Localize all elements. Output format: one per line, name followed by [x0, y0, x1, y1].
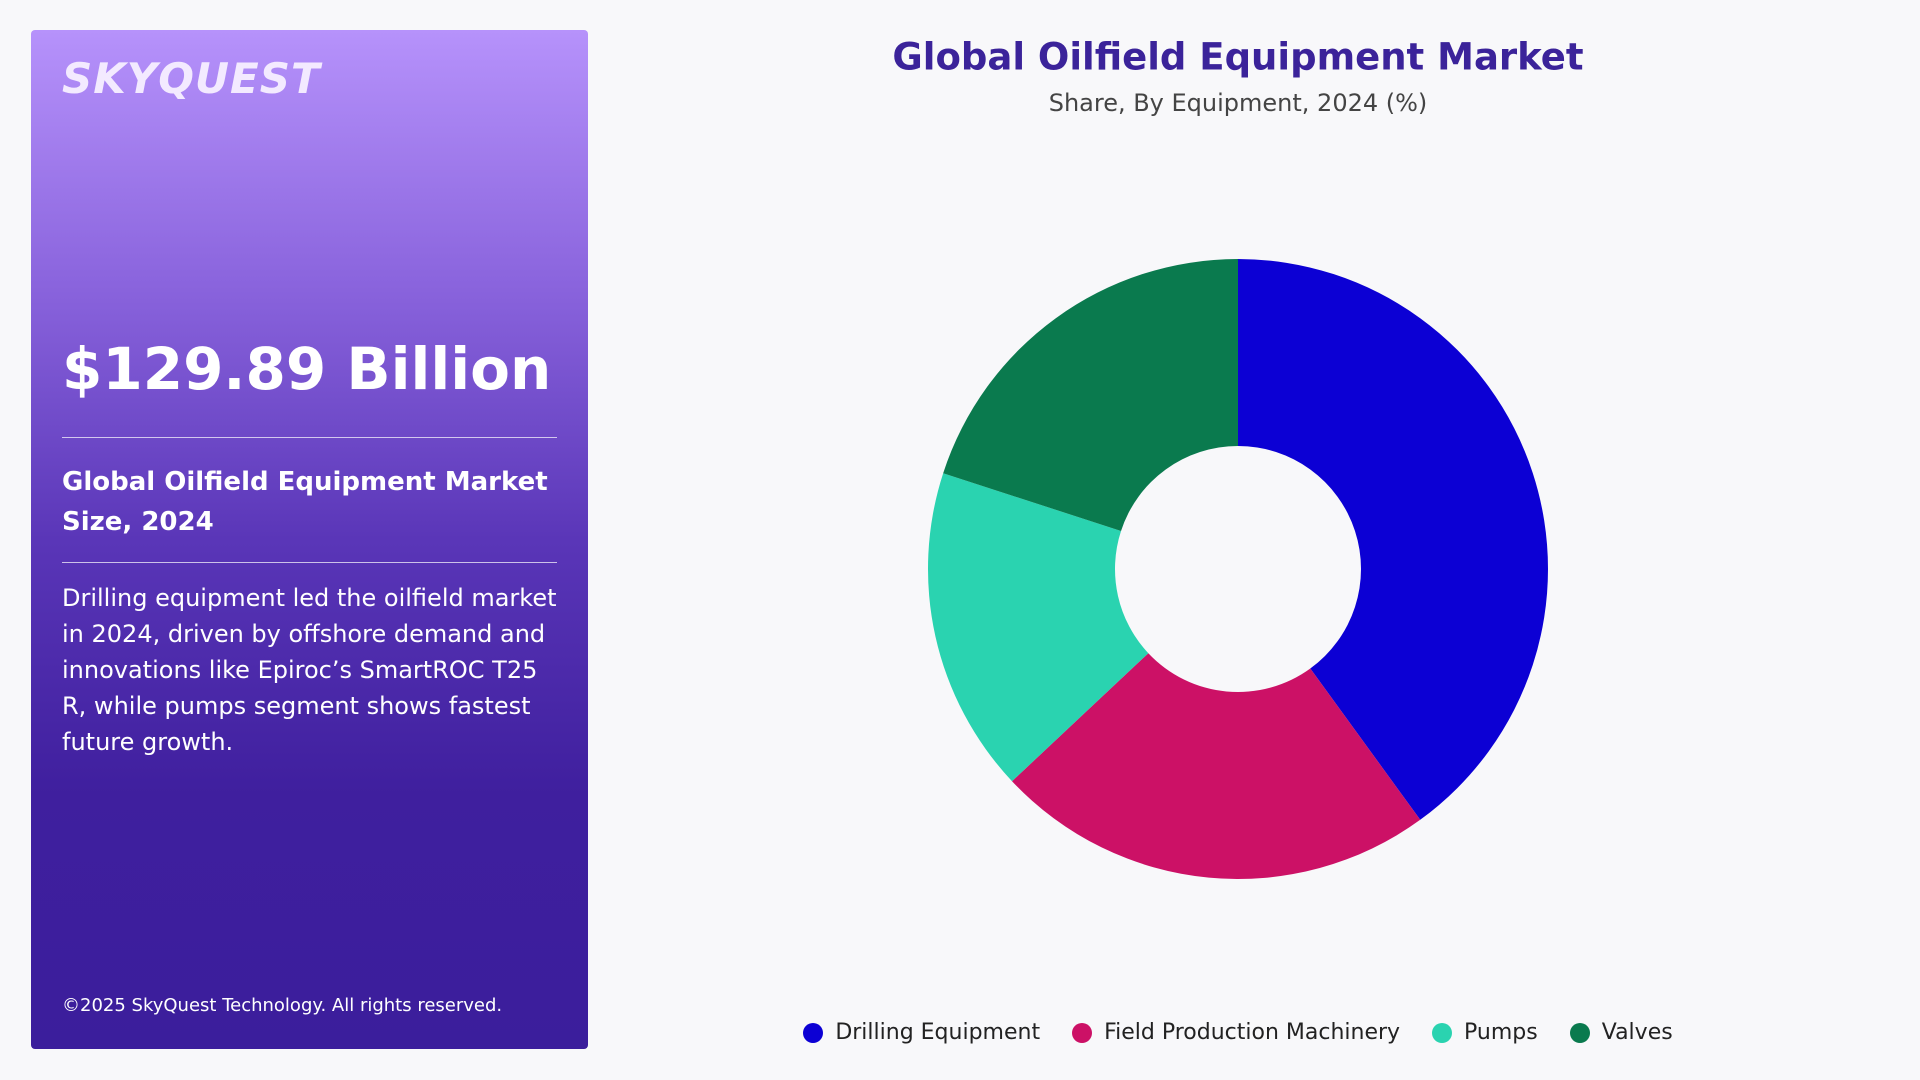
legend-marker [1072, 1022, 1093, 1043]
divider [62, 437, 557, 438]
chart-subtitle: Share, By Equipment, 2024 (%) [1049, 89, 1428, 117]
donut-segment [1012, 653, 1421, 879]
donut-segment [1238, 259, 1549, 820]
legend-marker [1569, 1022, 1590, 1043]
headline: $129.89 Billion [62, 335, 552, 403]
chart-title: Global Oilfield Equipment Market [892, 36, 1583, 79]
panel-subtitle: Global Oilfield Equipment Market Size, 2… [62, 467, 548, 537]
legend-label: Valves [1601, 1020, 1673, 1045]
legend-item: Drilling Equipment [803, 1020, 1040, 1045]
legend-item: Field Production Machinery [1072, 1020, 1400, 1045]
copyright: ©2025 SkyQuest Technology. All rights re… [62, 995, 503, 1016]
divider [62, 562, 557, 563]
summary-panel: SKYQUEST $129.89 Billion Global Oilfield… [31, 30, 588, 1049]
donut-segment [943, 258, 1238, 531]
legend-label: Pumps [1464, 1020, 1538, 1045]
legend-item: Valves [1569, 1020, 1673, 1045]
legend: Drilling Equipment Field Production Machi… [588, 1020, 1888, 1045]
legend-item: Pumps [1432, 1020, 1538, 1045]
description: Drilling equipment led the oilfield mark… [62, 584, 557, 756]
logo: SKYQUEST [62, 54, 321, 103]
legend-label: Field Production Machinery [1104, 1020, 1401, 1045]
donut-segment [928, 473, 1149, 782]
legend-label: Drilling Equipment [835, 1020, 1041, 1045]
legend-marker [1432, 1022, 1453, 1043]
legend-marker [803, 1022, 824, 1043]
